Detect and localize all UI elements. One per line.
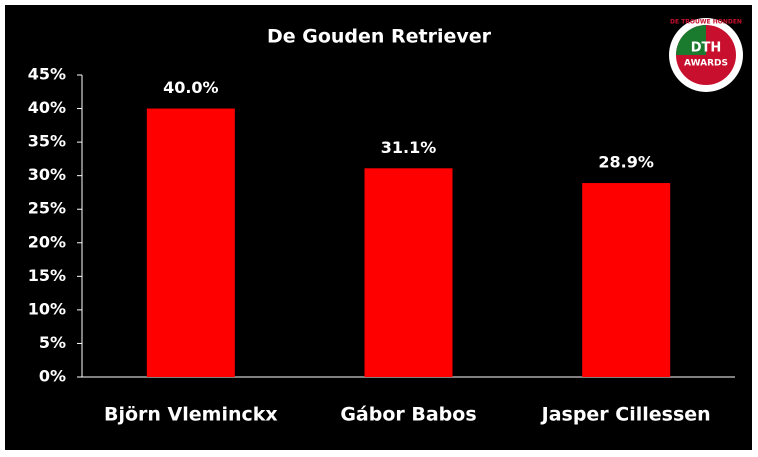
bar — [582, 183, 671, 377]
chart-title: De Gouden Retriever — [267, 26, 492, 48]
data-label: 31.1% — [381, 138, 437, 157]
y-tick-label: 15% — [28, 266, 66, 285]
y-tick-label: 5% — [39, 333, 66, 352]
data-label: 28.9% — [598, 153, 654, 172]
y-tick-label: 10% — [28, 299, 66, 318]
y-tick-label: 35% — [28, 132, 66, 151]
y-tick-label: 20% — [28, 232, 66, 251]
data-label: 40.0% — [163, 78, 219, 97]
logo-top: DE TROUWE HONDEN — [670, 19, 742, 26]
bar — [364, 168, 453, 377]
logo-main: DTH — [691, 41, 722, 56]
logo-sub: AWARDS — [684, 59, 728, 69]
y-tick-label: 40% — [28, 98, 66, 117]
logo: DE TROUWE HONDEN DTH AWARDS — [669, 18, 743, 92]
x-tick-label: Björn Vleminckx — [104, 404, 278, 426]
logo-segment — [676, 25, 706, 55]
x-tick-label: Jasper Cillessen — [540, 404, 711, 426]
bar — [146, 108, 235, 378]
y-tick-label: 45% — [28, 65, 66, 84]
x-tick-label: Gábor Babos — [340, 404, 476, 426]
y-tick-label: 30% — [28, 165, 66, 184]
y-tick-label: 25% — [28, 199, 66, 218]
y-tick-label: 0% — [39, 367, 66, 386]
